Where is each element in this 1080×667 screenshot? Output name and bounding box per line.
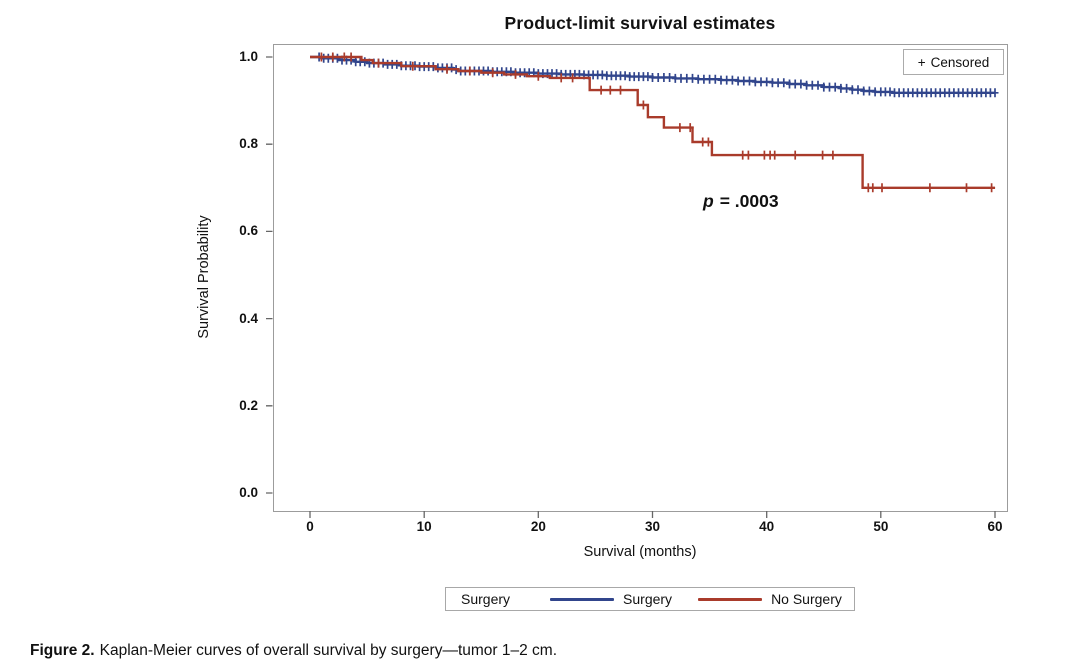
p-value-annotation: p = .0003: [703, 191, 779, 212]
chart-title: Product-limit survival estimates: [504, 13, 776, 33]
p-symbol: p: [703, 191, 714, 211]
x-tick-label: 0: [306, 519, 314, 534]
legend-group-label: Surgery: [461, 591, 511, 607]
x-axis-title: Survival (months): [583, 544, 697, 560]
x-tick-label: 20: [530, 519, 546, 534]
legend-no-surgery-label: No Surgery: [771, 591, 842, 607]
x-tick-label: 50: [873, 519, 889, 534]
figure-caption-text: Kaplan-Meier curves of overall survival …: [99, 642, 558, 659]
no-surgery-line-sample-icon: [698, 597, 763, 601]
surgery-censor-marks: [315, 52, 999, 98]
y-tick-label: 0.0: [239, 485, 258, 500]
plot-area: [273, 44, 1008, 512]
figure-caption-number: Figure 2.: [30, 642, 95, 659]
x-tick-label: 40: [759, 519, 775, 534]
legend-surgery-label: Surgery: [623, 591, 673, 607]
y-tick-label: 0.4: [239, 310, 258, 326]
axis-tick-marks: [266, 56, 996, 518]
surgery-line-sample-icon: [550, 597, 615, 601]
x-tick-label: 60: [987, 519, 1003, 534]
censored-plus-icon: +: [917, 54, 926, 70]
x-tick-label: 30: [644, 519, 661, 534]
series-legend: Surgery Surgery No Surgery: [445, 587, 855, 611]
y-axis-title: Survival Probability: [196, 215, 212, 339]
y-tick-label: 0.6: [239, 223, 258, 239]
no-surgery-censor-marks: [317, 52, 996, 193]
censored-legend: + Censored: [903, 49, 1004, 75]
p-value-text: = .0003: [719, 191, 779, 211]
censored-legend-label: Censored: [930, 54, 990, 70]
figure-caption: Figure 2. Kaplan-Meier curves of overall …: [30, 642, 557, 660]
y-tick-label: 1.0: [239, 49, 258, 64]
x-tick-label: 10: [416, 519, 432, 534]
y-tick-label: 0.2: [239, 397, 258, 413]
y-tick-label: 0.8: [239, 136, 258, 152]
